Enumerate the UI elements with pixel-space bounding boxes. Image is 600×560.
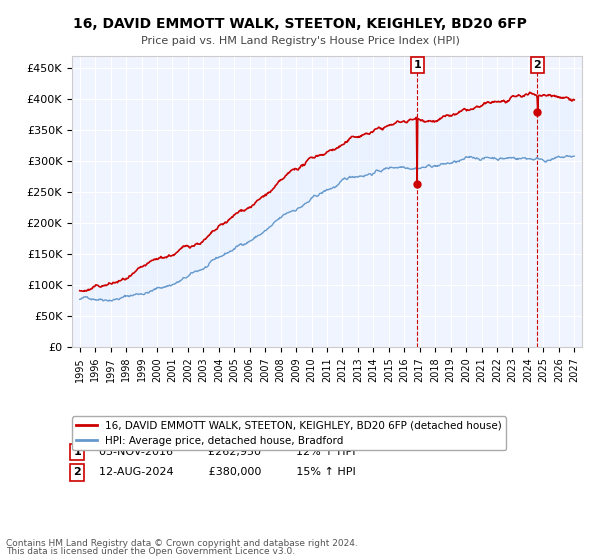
Text: Contains HM Land Registry data © Crown copyright and database right 2024.: Contains HM Land Registry data © Crown c…: [6, 539, 358, 548]
Text: 1: 1: [413, 60, 421, 70]
Text: Price paid vs. HM Land Registry's House Price Index (HPI): Price paid vs. HM Land Registry's House …: [140, 36, 460, 46]
Text: 16, DAVID EMMOTT WALK, STEETON, KEIGHLEY, BD20 6FP: 16, DAVID EMMOTT WALK, STEETON, KEIGHLEY…: [73, 17, 527, 31]
Text: 03-NOV-2016          £262,950          12% ↑ HPI: 03-NOV-2016 £262,950 12% ↑ HPI: [92, 447, 356, 457]
Text: 12-AUG-2024          £380,000          15% ↑ HPI: 12-AUG-2024 £380,000 15% ↑ HPI: [92, 468, 356, 478]
Text: 1: 1: [73, 447, 81, 457]
Text: 2: 2: [533, 60, 541, 70]
Text: 2: 2: [73, 468, 81, 478]
Text: This data is licensed under the Open Government Licence v3.0.: This data is licensed under the Open Gov…: [6, 548, 295, 557]
Legend: 16, DAVID EMMOTT WALK, STEETON, KEIGHLEY, BD20 6FP (detached house), HPI: Averag: 16, DAVID EMMOTT WALK, STEETON, KEIGHLEY…: [72, 417, 506, 450]
